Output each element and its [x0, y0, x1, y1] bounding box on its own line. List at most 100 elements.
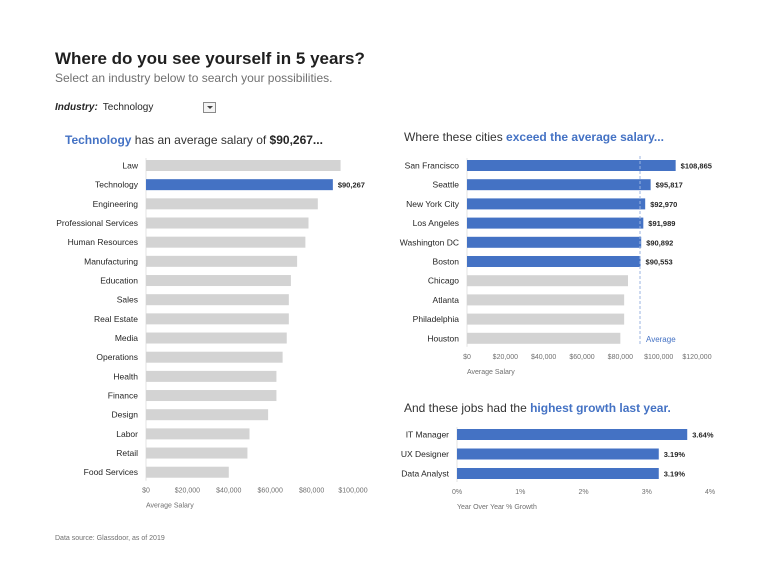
city-tick-label: $60,000 [569, 354, 594, 361]
industry-category-label: Media [115, 333, 138, 343]
industry-category-label: Real Estate [94, 314, 138, 324]
city-tick-label: $40,000 [531, 354, 556, 361]
job-data-label: 3.19% [664, 450, 686, 459]
industry-category-label: Finance [108, 391, 139, 401]
city-data-label: $90,892 [646, 238, 673, 247]
industry-bar-operations [146, 351, 283, 363]
industry-axis-title: Average Salary [146, 503, 194, 510]
job-tick-label: 1% [515, 489, 525, 496]
industry-filter: Industry: Technology [55, 102, 216, 113]
city-bar-new-york-city [467, 198, 646, 210]
job-tick-label: 3% [642, 489, 652, 496]
city-tick-label: $100,000 [644, 354, 673, 361]
city-category-label: Houston [427, 333, 459, 343]
city-category-label: San Francisco [405, 161, 460, 171]
job-bar-it-manager [457, 429, 688, 440]
industry-bar-media [146, 332, 287, 344]
city-data-label: $95,817 [656, 181, 683, 190]
industry-bar-retail [146, 447, 248, 459]
industry-filter-value[interactable]: Technology [102, 102, 154, 113]
city-category-label: New York City [406, 199, 460, 209]
city-tick-label: $0 [463, 354, 471, 361]
job-category-label: IT Manager [406, 430, 449, 440]
selected-industry-name: Technology [65, 133, 132, 147]
job-category-label: Data Analyst [401, 469, 449, 479]
city-bar-atlanta [467, 294, 625, 306]
job-axis-title: Year Over Year % Growth [457, 504, 537, 511]
city-bar-washington-dc [467, 236, 642, 248]
industry-bar-design [146, 409, 269, 421]
city-category-label: Boston [433, 257, 460, 267]
industry-tick-label: $100,000 [338, 488, 367, 495]
industry-category-label: Engineering [93, 199, 139, 209]
industry-tick-label: $0 [142, 488, 150, 495]
city-bar-seattle [467, 179, 651, 191]
industry-bar-engineering [146, 198, 318, 210]
data-source-note: Data source: Glassdoor, as of 2019 [55, 535, 165, 542]
city-bar-los-angeles [467, 217, 644, 229]
industry-tick-label: $20,000 [175, 488, 200, 495]
industry-bar-labor [146, 428, 250, 440]
industry-category-label: Education [100, 276, 138, 286]
cities-chart-heading: Where these cities exceed the average sa… [404, 130, 664, 144]
city-bar-philadelphia [467, 313, 625, 325]
industry-category-label: Health [113, 371, 138, 381]
industry-bar-finance [146, 390, 277, 402]
city-data-label: $92,970 [650, 200, 677, 209]
industry-category-label: Labor [116, 429, 138, 439]
job-bar-ux-designer [457, 448, 659, 460]
industry-average-salary: $90,267... [269, 133, 323, 147]
jobs-chart-heading: And these jobs had the highest growth la… [404, 401, 671, 415]
city-category-label: Chicago [428, 276, 459, 286]
industry-bar-food-services [146, 466, 229, 478]
industry-bar-sales [146, 294, 289, 306]
industry-heading-text: has an average salary of [131, 133, 270, 147]
industry-tick-label: $80,000 [299, 488, 324, 495]
chevron-down-icon[interactable] [202, 102, 216, 113]
city-tick-label: $20,000 [493, 354, 518, 361]
city-tick-label: $120,000 [682, 354, 711, 361]
city-bar-san-francisco [467, 160, 676, 171]
city-tick-label: $80,000 [608, 354, 633, 361]
page-title: Where do you see yourself in 5 years? [55, 49, 365, 68]
industry-bar-human-resources [146, 236, 306, 248]
city-category-label: Philadelphia [413, 314, 460, 324]
industry-bar-professional-services [146, 217, 309, 229]
job-tick-label: 0% [452, 489, 462, 496]
industry-tick-label: $40,000 [216, 488, 241, 495]
industry-bar-technology [146, 179, 333, 191]
job-category-label: UX Designer [401, 449, 449, 459]
industry-category-label: Design [112, 410, 139, 420]
city-category-label: Seattle [433, 180, 460, 190]
city-category-label: Atlanta [433, 295, 460, 305]
city-bar-chicago [467, 275, 628, 287]
industry-category-label: Technology [95, 180, 139, 190]
city-average-label: Average [646, 335, 676, 344]
city-bar-houston [467, 332, 621, 344]
industry-bar-real-estate [146, 313, 289, 325]
industry-category-label: Operations [96, 352, 138, 362]
industry-category-label: Retail [116, 448, 138, 458]
industry-tick-label: $60,000 [258, 488, 283, 495]
industry-bar-law [146, 160, 341, 171]
industry-data-label: $90,267 [338, 181, 365, 190]
city-bar-boston [467, 256, 641, 267]
industry-category-label: Human Resources [68, 237, 138, 247]
industry-category-label: Law [122, 161, 138, 171]
city-category-label: Los Angeles [413, 218, 459, 228]
page-subtitle: Select an industry below to search your … [55, 71, 333, 85]
city-category-label: Washington DC [400, 237, 459, 247]
industry-chart-heading: Technology has an average salary of $90,… [65, 133, 323, 147]
city-data-label: $90,553 [646, 258, 673, 267]
industry-category-label: Manufacturing [84, 256, 138, 266]
job-data-label: 3.19% [664, 470, 686, 479]
industry-category-label: Sales [117, 295, 138, 305]
job-data-label: 3.64% [692, 431, 714, 440]
city-data-label: $108,865 [681, 162, 712, 171]
jobs-heading-accent: highest growth last year. [530, 401, 671, 415]
industry-bar-education [146, 275, 291, 287]
industry-filter-label: Industry: [55, 102, 98, 113]
